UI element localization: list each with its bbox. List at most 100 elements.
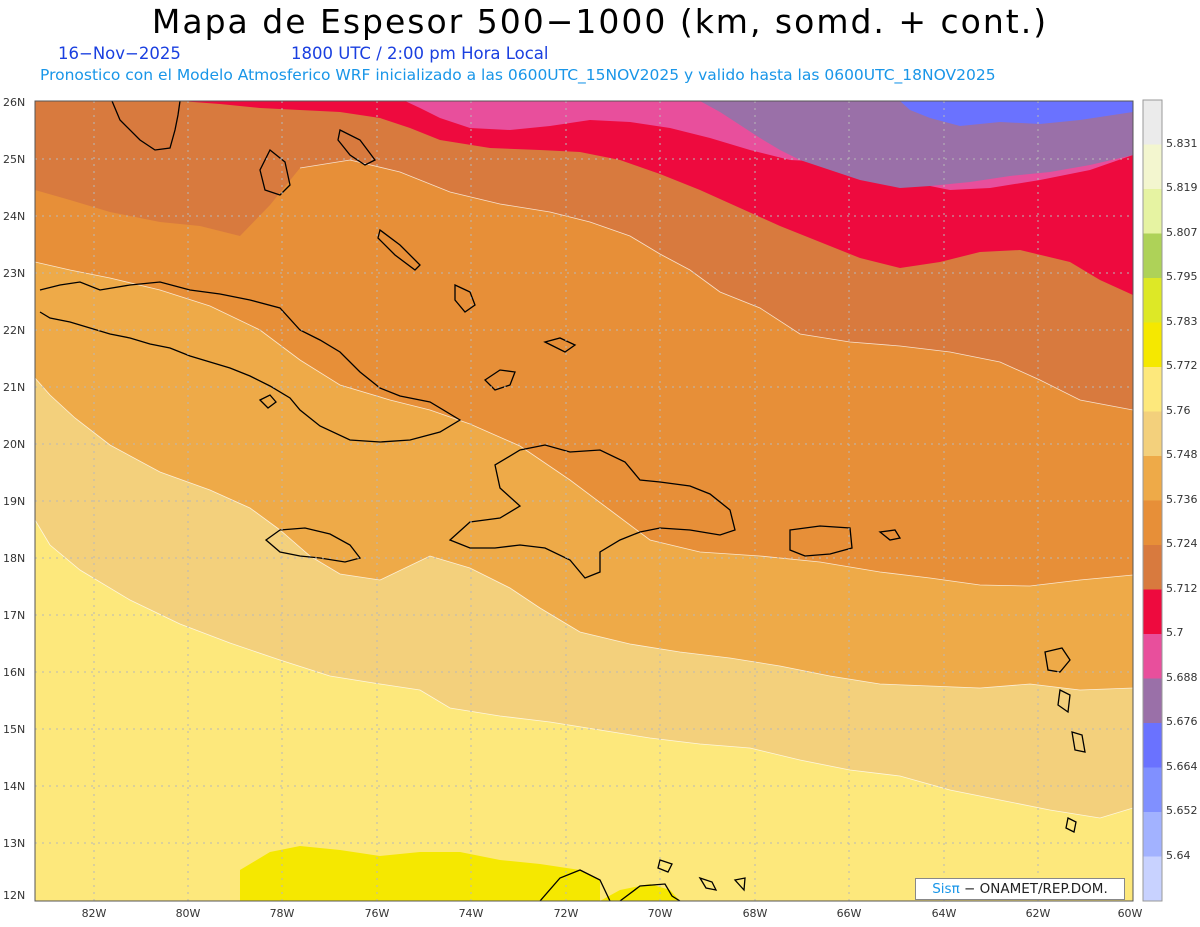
lon-tick-label: 74W xyxy=(459,907,484,920)
band-5-772 xyxy=(240,846,600,901)
colorbar-swatch xyxy=(1143,678,1162,724)
forecast-time: 1800 UTC / 2:00 pm Hora Local xyxy=(291,44,549,63)
lesser-antilles-martinique xyxy=(1057,689,1071,714)
band-5-664 xyxy=(900,101,1133,126)
bahamas-andros xyxy=(259,148,291,196)
cuba-coastline xyxy=(39,281,462,443)
lon-tick-label: 82W xyxy=(82,907,107,920)
colorbar-swatch xyxy=(1143,144,1162,190)
margarita xyxy=(733,877,746,892)
shaded-thickness-field xyxy=(35,101,1133,901)
forecast-date: 16−Nov−2025 xyxy=(58,44,181,63)
lat-tick-label: 15N xyxy=(3,723,25,736)
puerto-rico-coastline xyxy=(789,525,853,557)
colorbar-swatch xyxy=(1143,856,1162,902)
lat-tick-label: 21N xyxy=(3,381,25,394)
lat-tick-label: 19N xyxy=(3,495,25,508)
isla-juventud xyxy=(258,394,277,409)
islas-los-roques xyxy=(698,876,718,891)
colorbar-swatch xyxy=(1143,500,1162,546)
colorbar-label: 5.783 xyxy=(1166,315,1198,328)
lon-tick-label: 60W xyxy=(1118,907,1143,920)
contour-lines xyxy=(35,159,1133,819)
colorbar-label: 5.819 xyxy=(1166,181,1198,194)
colorbar-swatch xyxy=(1143,812,1162,857)
contour-5-748 xyxy=(35,519,1133,819)
lon-tick-label: 64W xyxy=(932,907,957,920)
lon-tick-label: 78W xyxy=(270,907,295,920)
colorbar-label: 5.688 xyxy=(1166,671,1198,684)
longitude-axis: 82W 80W 78W 76W 74W 72W 70W 68W 66W 64W … xyxy=(82,907,1143,920)
colorbar-frame xyxy=(1142,99,1163,902)
colorbar-label: 5.7 xyxy=(1166,626,1184,639)
lon-tick-label: 62W xyxy=(1026,907,1051,920)
lon-tick-label: 68W xyxy=(743,907,768,920)
colorbar-swatch xyxy=(1143,367,1162,412)
bahamas-abaco xyxy=(337,129,376,166)
jamaica-coastline xyxy=(264,527,362,563)
colorbar-label: 5.676 xyxy=(1166,715,1198,728)
colorbar-swatch xyxy=(1143,411,1162,457)
colorbar-label: 5.736 xyxy=(1166,493,1198,506)
colorbar-label: 5.795 xyxy=(1166,270,1198,283)
colorbar-label: 5.712 xyxy=(1166,582,1198,595)
lon-tick-label: 66W xyxy=(837,907,862,920)
turks-caicos xyxy=(543,337,577,353)
colorbar-label: 5.64 xyxy=(1166,849,1191,862)
aruba-curacao xyxy=(657,859,673,873)
lon-tick-label: 76W xyxy=(365,907,390,920)
lat-tick-label: 26N xyxy=(3,96,25,109)
colorbar-label: 5.76 xyxy=(1166,404,1191,417)
bahamas-inagua xyxy=(483,369,516,391)
colorbar-swatch xyxy=(1143,322,1162,368)
lat-tick-label: 18N xyxy=(3,552,25,565)
lat-tick-label: 22N xyxy=(3,324,25,337)
lat-tick-label: 16N xyxy=(3,666,25,679)
lesser-antilles-guadeloupe xyxy=(1044,647,1071,673)
colorbar-swatch xyxy=(1143,278,1162,323)
lat-tick-label: 14N xyxy=(3,780,25,793)
lat-tick-label: 23N xyxy=(3,267,25,280)
colorbar-swatch xyxy=(1143,233,1162,279)
colorbar-swatch xyxy=(1143,456,1162,501)
colorbar-swatch xyxy=(1143,100,1162,145)
lat-tick-label: 24N xyxy=(3,210,25,223)
lat-tick-label: 12N xyxy=(3,889,25,902)
venezuela-coast xyxy=(539,869,611,901)
bahamas-exuma xyxy=(377,228,421,271)
colorbar xyxy=(1142,99,1163,902)
colorbar-swatch xyxy=(1143,767,1162,813)
lesser-antilles-stvincent xyxy=(1065,817,1077,833)
model-info: Pronostico con el Modelo Atmosferico WRF… xyxy=(40,66,996,84)
colorbar-labels: 5.831 5.819 5.807 5.795 5.783 5.772 5.76… xyxy=(1166,137,1198,862)
credit-text: − ONAMET/REP.DOM. xyxy=(959,881,1108,897)
colorbar-label: 5.748 xyxy=(1166,448,1198,461)
colorbar-label: 5.772 xyxy=(1166,359,1198,372)
colorbar-swatch xyxy=(1143,723,1162,768)
lat-tick-label: 17N xyxy=(3,609,25,622)
lon-tick-label: 80W xyxy=(176,907,201,920)
lon-tick-label: 70W xyxy=(648,907,673,920)
colorbar-swatch xyxy=(1143,545,1162,590)
bahamas-acklins xyxy=(454,283,476,313)
virgin-islands xyxy=(878,529,902,541)
colorbar-swatch xyxy=(1143,634,1162,679)
latitude-axis: 26N 25N 24N 23N 22N 21N 20N 19N 18N 17N … xyxy=(3,96,25,902)
colorbar-label: 5.807 xyxy=(1166,226,1198,239)
band-5-772-east xyxy=(600,884,680,901)
contour-5-724 xyxy=(35,261,1133,587)
credit-brand: Sisπ xyxy=(932,881,960,897)
colorbar-label: 5.724 xyxy=(1166,537,1198,550)
lon-tick-label: 72W xyxy=(554,907,579,920)
hispaniola-coastline xyxy=(448,444,736,579)
map-title: Mapa de Espesor 500−1000 (km, somd. + co… xyxy=(151,2,1049,41)
lat-tick-label: 13N xyxy=(3,837,25,850)
colorbar-swatch xyxy=(1143,589,1162,635)
lat-tick-label: 25N xyxy=(3,153,25,166)
colorbar-label: 5.652 xyxy=(1166,804,1198,817)
colorbar-label: 5.831 xyxy=(1166,137,1198,150)
florida-coastline xyxy=(111,101,181,151)
graticule xyxy=(35,101,1133,901)
lat-tick-label: 20N xyxy=(3,438,25,451)
